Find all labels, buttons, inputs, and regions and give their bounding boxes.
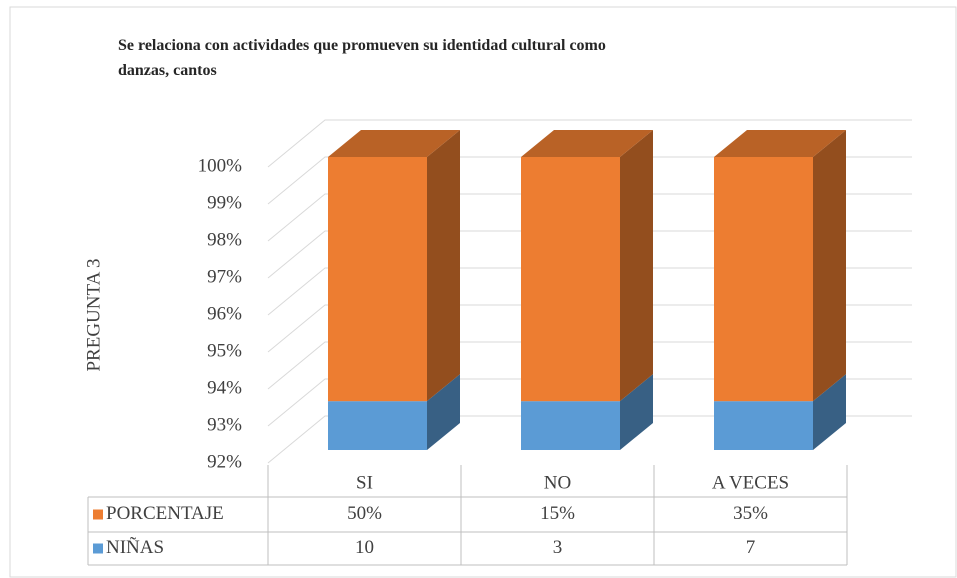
bar-side: [427, 374, 460, 450]
y-tick-label: 99%: [207, 192, 242, 213]
bar-top: [328, 130, 460, 157]
data-label: 3: [553, 537, 563, 558]
bar-side: [620, 374, 653, 450]
y-axis-label: PREGUNTA 3: [83, 258, 104, 371]
bar-top: [521, 130, 653, 157]
legend-label: PORCENTAJE: [106, 503, 224, 524]
x-tick-label: NO: [544, 472, 571, 493]
bar: [521, 157, 620, 402]
bar-top: [714, 130, 846, 157]
data-label: 10: [355, 537, 374, 558]
bar-side: [620, 130, 653, 402]
data-label: 15%: [540, 503, 575, 524]
y-tick-label: 96%: [207, 303, 242, 324]
data-label: 7: [746, 537, 756, 558]
y-tick-label: 97%: [207, 266, 242, 287]
bar-side: [427, 130, 460, 402]
y-tick-label: 93%: [207, 414, 242, 435]
bar: [714, 157, 813, 402]
bar: [328, 157, 427, 402]
legend-label: NIÑAS: [106, 536, 164, 558]
data-label: 35%: [733, 503, 768, 524]
y-tick-label: 92%: [207, 451, 242, 472]
bar: [328, 401, 427, 450]
y-tick-label: 94%: [207, 377, 242, 398]
grid-line: [267, 119, 912, 168]
legend-swatch: [93, 543, 103, 554]
y-tick-label: 98%: [207, 229, 242, 250]
legend-swatch: [93, 509, 103, 520]
x-tick-label: SI: [356, 472, 373, 493]
bar: [521, 401, 620, 450]
bar: [714, 401, 813, 450]
table-grid: [87, 465, 848, 566]
y-tick-label: 95%: [207, 340, 242, 361]
bar-side: [813, 374, 846, 450]
y-tick-label: 100%: [198, 155, 243, 176]
data-label: 50%: [347, 503, 382, 524]
bar-side: [813, 130, 846, 402]
frame: [9, 6, 957, 578]
x-tick-label: A VECES: [712, 472, 789, 493]
chart-title: Se relaciona con actividades que promuev…: [118, 37, 606, 79]
